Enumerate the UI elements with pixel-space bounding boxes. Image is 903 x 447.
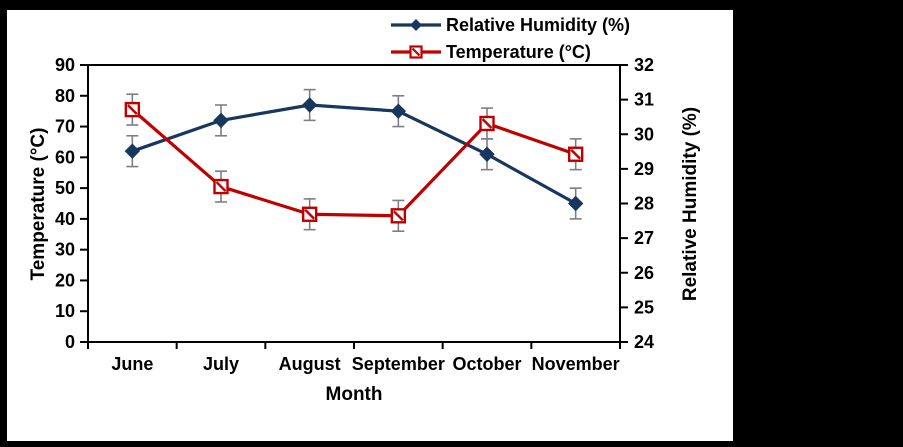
left-axis-tick-label: 0 bbox=[65, 332, 75, 352]
right-axis-tick-label: 32 bbox=[634, 55, 654, 75]
x-axis-title: Month bbox=[325, 384, 383, 405]
chart-panel: 0 10 20 30 40 50 60 70 80 90 24 25 26 27 28 29 30 31 32 Jun… bbox=[7, 10, 733, 441]
left-axis-tick-label: 60 bbox=[55, 147, 75, 167]
diamond-marker bbox=[213, 112, 229, 129]
chart-legend: Relative Humidity (%) Temperature (°C) bbox=[390, 14, 630, 63]
series-line bbox=[131, 103, 577, 205]
legend-label-humidity: Relative Humidity (%) bbox=[446, 14, 631, 35]
diamond-marker bbox=[301, 97, 318, 113]
hatched-square-marker bbox=[213, 178, 229, 195]
series-line bbox=[131, 108, 577, 218]
left-axis-tick-label: 50 bbox=[55, 178, 75, 198]
hatched-square-marker bbox=[301, 206, 318, 222]
hatched-square-marker bbox=[390, 208, 407, 224]
right-axis-tick-label: 27 bbox=[634, 228, 654, 248]
right-axis-tick-label: 24 bbox=[634, 332, 654, 352]
diamond-marker bbox=[124, 143, 141, 159]
left-axis-tick-label: 90 bbox=[55, 55, 75, 75]
legend-label-temperature: Temperature (°C) bbox=[446, 41, 591, 62]
x-axis-category-label: September bbox=[352, 354, 445, 374]
chart-plot-area: 0 10 20 30 40 50 60 70 80 90 24 25 26 27 28 29 30 31 32 Jun… bbox=[55, 55, 654, 374]
left-axis-title: Temperature (°C) bbox=[28, 127, 49, 281]
legend-item-temperature: Temperature (°C) bbox=[390, 41, 630, 63]
right-axis-tick-label: 30 bbox=[634, 124, 654, 144]
x-axis-category-label: June bbox=[111, 354, 153, 374]
hatched-square-marker bbox=[124, 101, 141, 118]
right-axis-tick-label: 29 bbox=[634, 159, 654, 179]
series-humidity bbox=[124, 88, 584, 220]
humidity-line-diamond-marker-icon bbox=[391, 19, 441, 31]
right-axis-tick-label: 25 bbox=[634, 297, 654, 317]
left-axis-tick-label: 10 bbox=[55, 301, 75, 321]
right-axis-title: Relative Humidity (%) bbox=[680, 106, 701, 302]
x-axis-category-label: July bbox=[203, 354, 239, 374]
diamond-marker bbox=[390, 103, 407, 119]
right-axis-tick-label: 31 bbox=[634, 90, 654, 110]
right-axis-tick-label: 26 bbox=[634, 263, 654, 283]
left-axis-tick-label: 30 bbox=[55, 240, 75, 260]
left-axis-tick-label: 40 bbox=[55, 209, 75, 229]
diamond-marker bbox=[567, 195, 584, 212]
right-axis-tick-label: 28 bbox=[634, 194, 654, 214]
left-axis-tick-label: 20 bbox=[55, 270, 75, 290]
series-temperature bbox=[124, 93, 584, 232]
diamond-marker bbox=[479, 146, 495, 162]
temperature-line-hatched-square-marker-icon bbox=[391, 45, 441, 59]
left-axis-tick-label: 70 bbox=[55, 117, 75, 137]
hatched-square-marker bbox=[567, 146, 584, 162]
legend-item-humidity: Relative Humidity (%) bbox=[390, 14, 630, 36]
x-axis-category-label: August bbox=[279, 354, 341, 374]
hatched-square-marker bbox=[479, 115, 495, 132]
x-axis-category-label: November bbox=[532, 354, 620, 374]
x-axis-category-label: October bbox=[452, 354, 521, 374]
left-axis-tick-label: 80 bbox=[55, 86, 75, 106]
